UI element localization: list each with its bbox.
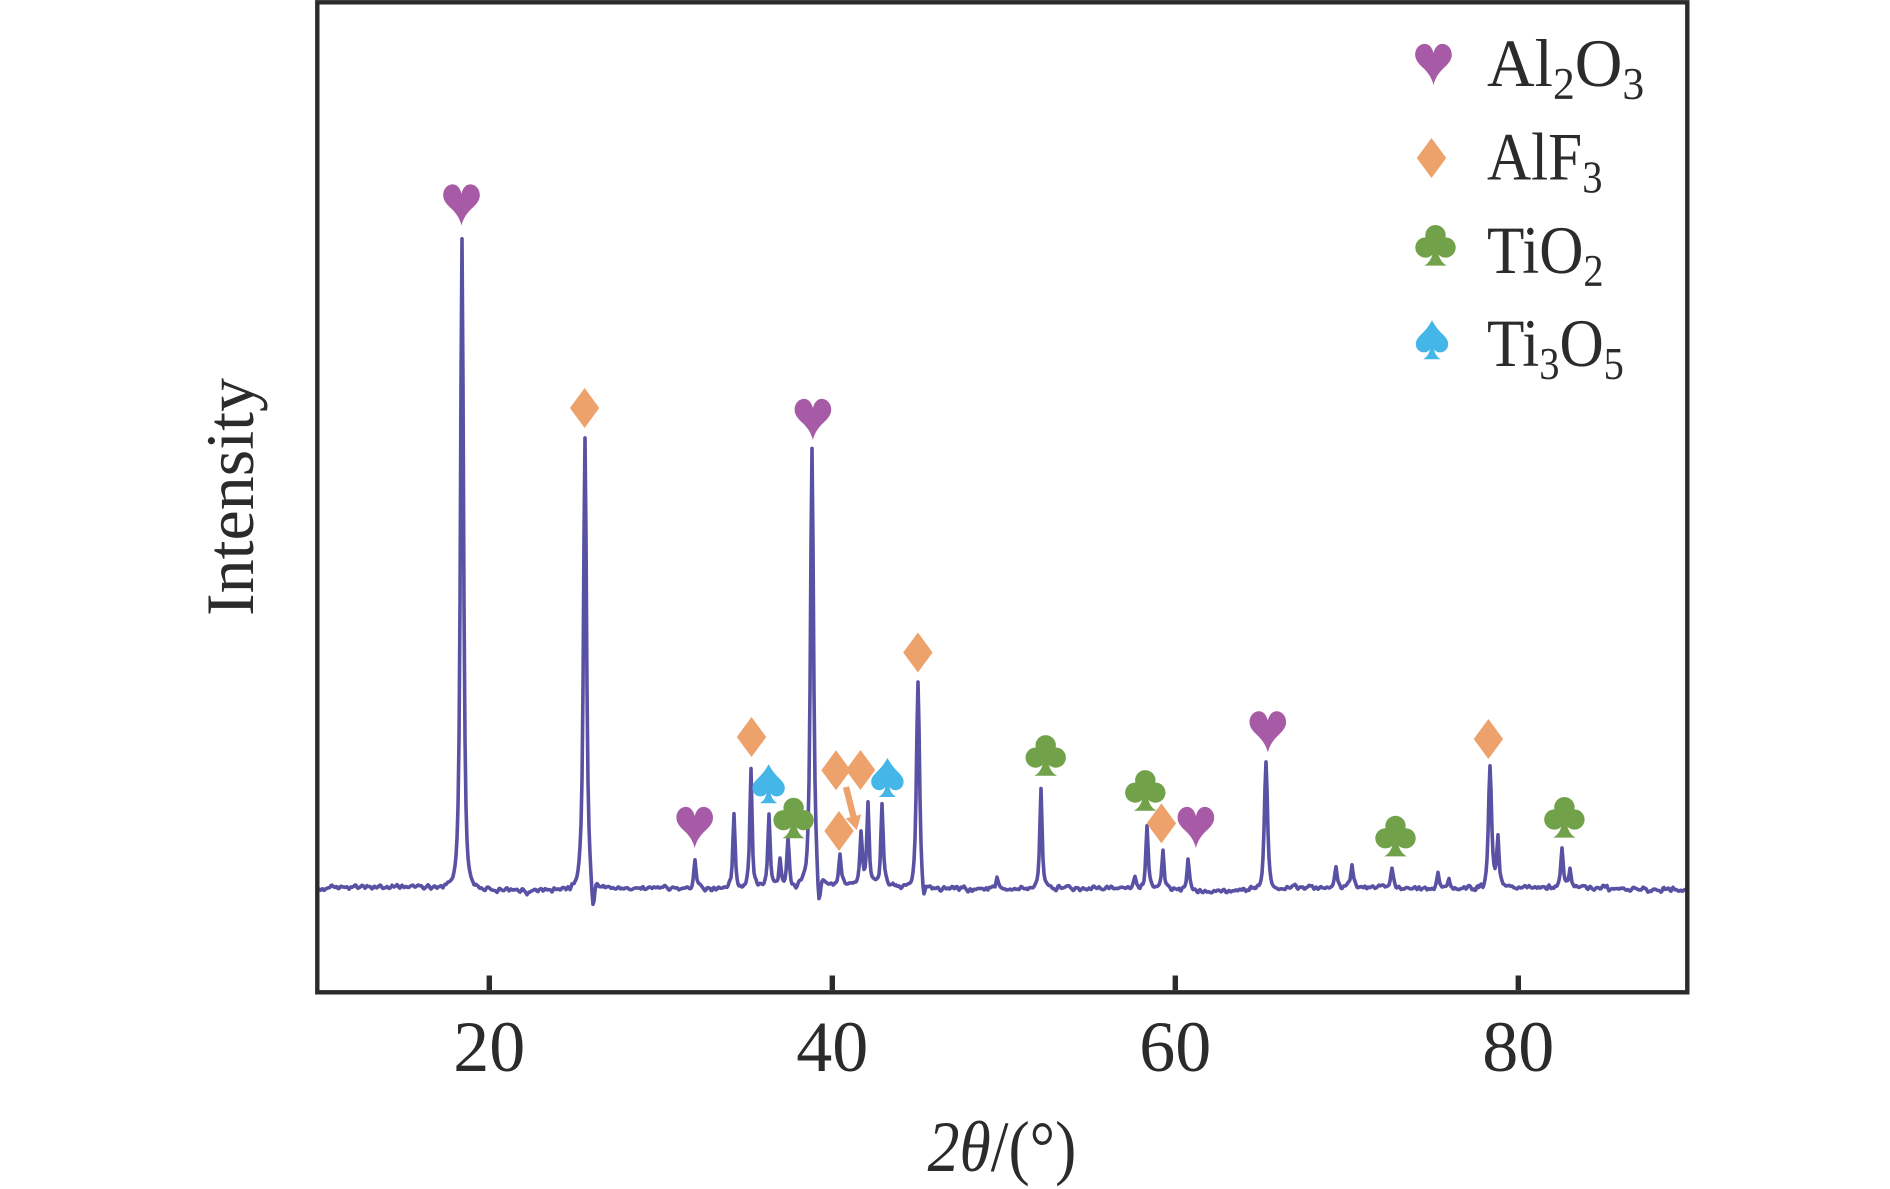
svg-text:Ti3​O5​: Ti3​O5​ bbox=[1487, 305, 1624, 389]
svg-text:80: 80 bbox=[1482, 1007, 1554, 1087]
svg-text:AlF3​: AlF3​ bbox=[1487, 119, 1602, 203]
svg-text:40: 40 bbox=[796, 1007, 868, 1087]
svg-text:TiO2​: TiO2​ bbox=[1487, 212, 1604, 296]
svg-text:Intensity: Intensity bbox=[192, 378, 268, 616]
svg-text:2θ/(°): 2θ/(°) bbox=[928, 1106, 1077, 1186]
svg-text:Al2​O3​: Al2​O3​ bbox=[1487, 26, 1644, 109]
svg-text:20: 20 bbox=[453, 1007, 525, 1087]
svg-text:60: 60 bbox=[1139, 1007, 1211, 1087]
